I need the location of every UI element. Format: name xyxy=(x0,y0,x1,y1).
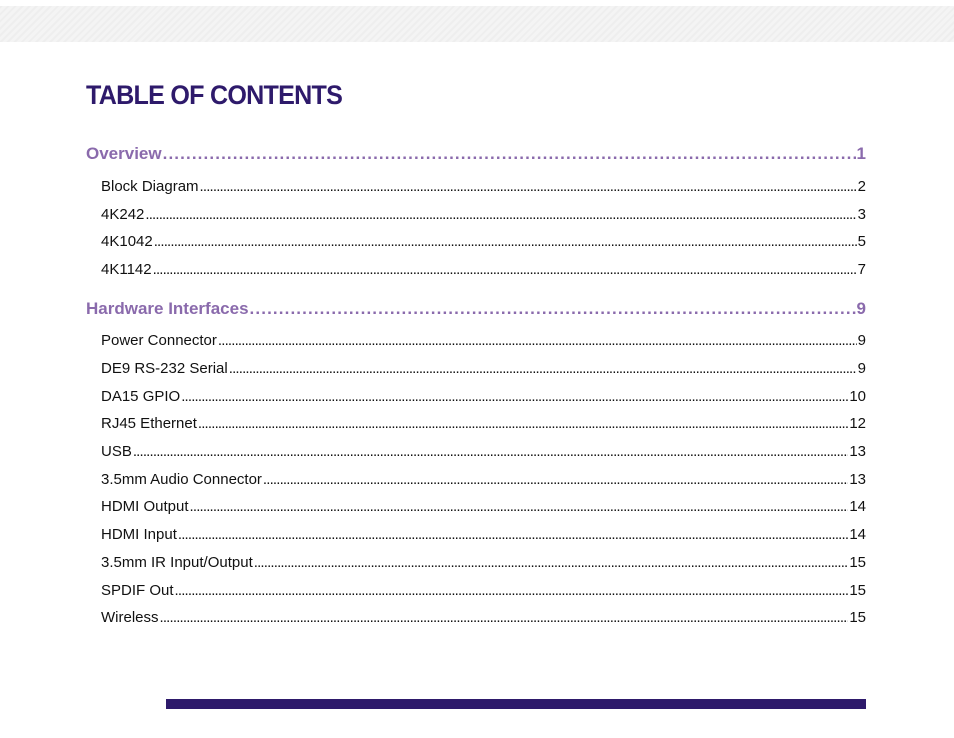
toc-section-hardware-interfaces[interactable]: Hardware Interfaces 9 xyxy=(86,299,866,319)
toc-entry-title: 3.5mm IR Input/Output xyxy=(101,554,253,571)
toc-entry-page: 15 xyxy=(849,582,866,599)
toc-entry-title: 4K1042 xyxy=(101,233,153,250)
toc-section-title: Overview xyxy=(86,144,162,163)
dot-leader xyxy=(153,261,857,278)
toc-entry-page: 5 xyxy=(857,233,866,250)
toc-entry-power-connector[interactable]: Power Connector 9 xyxy=(101,332,866,349)
toc-entry-title: Wireless xyxy=(101,609,159,626)
dot-leader xyxy=(254,554,849,571)
toc-entry-page: 7 xyxy=(857,261,866,278)
toc-entry-block-diagram[interactable]: Block Diagram 2 xyxy=(101,178,866,195)
toc-entry-page: 13 xyxy=(849,443,866,460)
toc-entry-page: 2 xyxy=(857,178,866,195)
toc-entry-title: Power Connector xyxy=(101,332,217,349)
dot-leader xyxy=(263,471,848,488)
toc-entry-de9-rs232-serial[interactable]: DE9 RS-232 Serial 9 xyxy=(101,360,866,377)
toc-entry-page: 9 xyxy=(857,360,866,377)
toc-entry-title: RJ45 Ethernet xyxy=(101,415,197,432)
toc-entry-page: 9 xyxy=(857,332,866,349)
dot-leader xyxy=(198,415,848,432)
toc-entry-title: DA15 GPIO xyxy=(101,388,181,405)
toc-entry-rj45-ethernet[interactable]: RJ45 Ethernet 12 xyxy=(101,415,866,432)
dot-leader xyxy=(200,178,857,195)
toc-entry-title: 3.5mm Audio Connector xyxy=(101,471,262,488)
toc-entry-title: Block Diagram xyxy=(101,178,199,195)
header-band xyxy=(0,6,954,42)
toc-entry-title: SPDIF Out xyxy=(101,582,174,599)
toc-entry-hdmi-input[interactable]: HDMI Input 14 xyxy=(101,526,866,543)
toc-entry-title: USB xyxy=(101,443,132,460)
toc-entry-page: 10 xyxy=(849,388,866,405)
toc-entry-title: HDMI Output xyxy=(101,498,189,515)
toc-entry-spdif-out[interactable]: SPDIF Out 15 xyxy=(101,582,866,599)
toc-entry-page: 14 xyxy=(849,498,866,515)
toc-entry-title: HDMI Input xyxy=(101,526,177,543)
footer-bar xyxy=(166,699,866,709)
dot-leader xyxy=(133,443,848,460)
dot-leader xyxy=(154,233,857,250)
toc-section-title: Hardware Interfaces xyxy=(86,299,249,318)
toc-entry-page: 15 xyxy=(849,609,866,626)
toc-entry-da15-gpio[interactable]: DA15 GPIO 10 xyxy=(101,388,866,405)
dot-leader xyxy=(190,498,849,515)
toc-entry-page: 12 xyxy=(849,415,866,432)
toc-entry-wireless[interactable]: Wireless 15 xyxy=(101,609,866,626)
dot-leader xyxy=(163,144,856,164)
dot-leader xyxy=(181,388,848,405)
toc-entry-title: DE9 RS-232 Serial xyxy=(101,360,228,377)
toc-entry-audio-connector[interactable]: 3.5mm Audio Connector 13 xyxy=(101,471,866,488)
toc-entry-page: 13 xyxy=(849,471,866,488)
dot-leader xyxy=(160,609,849,626)
toc-entry-title: 4K242 xyxy=(101,206,145,223)
dot-leader xyxy=(178,526,848,543)
toc-entry-4k1042[interactable]: 4K1042 5 xyxy=(101,233,866,250)
toc-section-overview[interactable]: Overview 1 xyxy=(86,144,866,164)
toc-entry-hdmi-output[interactable]: HDMI Output 14 xyxy=(101,498,866,515)
toc-entry-page: 15 xyxy=(849,554,866,571)
toc-section-page: 9 xyxy=(856,299,866,318)
dot-leader xyxy=(229,360,857,377)
toc-entry-4k1142[interactable]: 4K1142 7 xyxy=(101,261,866,278)
dot-leader xyxy=(145,206,856,223)
toc-section-page: 1 xyxy=(856,144,866,163)
page-title: TABLE OF CONTENTS xyxy=(86,80,343,110)
toc-entry-4k242[interactable]: 4K242 3 xyxy=(101,206,866,223)
dot-leader xyxy=(250,299,856,319)
toc-entry-usb[interactable]: USB 13 xyxy=(101,443,866,460)
dot-leader xyxy=(218,332,857,349)
toc-entry-page: 14 xyxy=(849,526,866,543)
toc-entry-title: 4K1142 xyxy=(101,261,152,278)
dot-leader xyxy=(175,582,849,599)
toc-entry-page: 3 xyxy=(857,206,866,223)
toc-entry-ir-input-output[interactable]: 3.5mm IR Input/Output 15 xyxy=(101,554,866,571)
